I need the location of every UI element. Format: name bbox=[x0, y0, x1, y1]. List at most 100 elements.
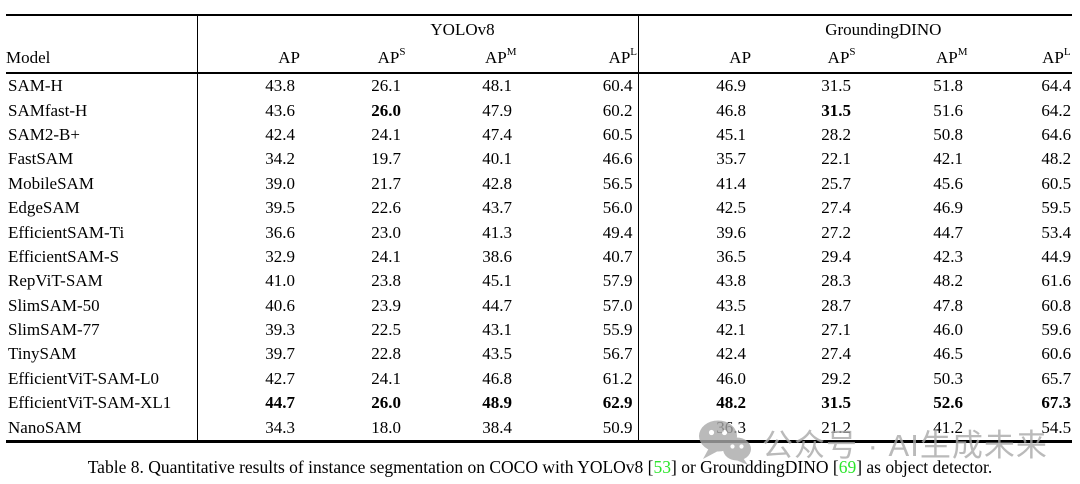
metric-cell: 41.3 bbox=[482, 222, 512, 242]
metric-cell: 67.3 bbox=[1041, 393, 1072, 413]
column-header-ap-s-groundingdino: APS bbox=[827, 45, 857, 67]
citation-ref: 69 bbox=[838, 457, 857, 477]
model-cell: MobileSAM bbox=[8, 173, 94, 193]
metric-cell: 56.0 bbox=[602, 198, 633, 218]
column-header-row: Model AP APS APM APL AP APS APM APL bbox=[6, 43, 1072, 73]
table-row: SlimSAM-50 40.6 23.9 44.7 57.0 43.5 28.7 47.8 60… bbox=[6, 293, 1072, 318]
metric-cell: 24.1 bbox=[371, 124, 401, 144]
metric-cell: 42.1 bbox=[933, 149, 964, 169]
metric-cell: 59.5 bbox=[1041, 198, 1072, 218]
metric-cell: 36.5 bbox=[637, 244, 752, 270]
table-row: SAM-H 43.8 26.1 48.1 60.4 46.9 31.5 51.8 64.4 bbox=[6, 73, 1072, 99]
metric-cell: 43.8 bbox=[637, 269, 752, 294]
metric-cell: 65.7 bbox=[1041, 368, 1072, 388]
table-row: TinySAM 39.7 22.8 43.5 56.7 42.4 27.4 46.5 60.6 bbox=[6, 342, 1072, 367]
metric-cell: 26.0 bbox=[371, 393, 401, 413]
column-header-model: Model bbox=[6, 47, 51, 67]
metric-cell: 22.5 bbox=[371, 320, 401, 340]
metric-cell: 39.6 bbox=[637, 220, 752, 245]
metric-cell: 18.0 bbox=[371, 417, 401, 437]
metric-cell: 44.7 bbox=[933, 222, 964, 242]
watermark-text: 公众号 · AI生成未来 bbox=[762, 427, 1048, 463]
metric-cell: 43.5 bbox=[482, 344, 512, 364]
metric-cell: 39.7 bbox=[196, 342, 300, 367]
table-row: RepViT-SAM 41.0 23.8 45.1 57.9 43.8 28.3 48.2 61… bbox=[6, 269, 1072, 294]
metric-cell: 60.4 bbox=[602, 76, 633, 96]
metric-cell: 40.7 bbox=[602, 246, 633, 266]
metric-cell: 45.6 bbox=[933, 173, 964, 193]
metric-cell: 22.1 bbox=[821, 149, 852, 169]
metric-cell: 48.1 bbox=[482, 76, 512, 96]
metric-cell: 27.4 bbox=[821, 198, 852, 218]
metric-cell: 39.0 bbox=[196, 171, 300, 196]
metric-cell: 24.1 bbox=[371, 246, 401, 266]
model-cell: EdgeSAM bbox=[8, 198, 80, 218]
metric-cell: 60.2 bbox=[602, 100, 633, 120]
group-header-row: YOLOv8 GroundingDINO bbox=[6, 15, 1073, 43]
table-row: EfficientViT-SAM-L0 42.7 24.1 46.8 61.2 46.0 2… bbox=[6, 366, 1072, 392]
metric-cell: 19.7 bbox=[371, 149, 401, 169]
metric-cell: 21.7 bbox=[371, 173, 401, 193]
metric-cell: 64.4 bbox=[1041, 76, 1072, 96]
table-row: EdgeSAM 39.5 22.6 43.7 56.0 42.5 27.4 46.9 59.5 bbox=[6, 195, 1072, 221]
metric-cell: 44.7 bbox=[482, 295, 512, 315]
metric-cell: 23.8 bbox=[371, 271, 401, 291]
metric-cell: 46.0 bbox=[933, 320, 964, 340]
metric-cell: 24.1 bbox=[371, 368, 401, 388]
metric-cell: 62.9 bbox=[602, 393, 633, 413]
metric-cell: 22.8 bbox=[371, 344, 401, 364]
model-cell: EfficientSAM-S bbox=[8, 246, 120, 266]
table-row: EfficientSAM-Ti 36.6 23.0 41.3 49.4 39.6 27.2 4… bbox=[6, 220, 1072, 245]
model-cell: SlimSAM-50 bbox=[8, 295, 100, 315]
metric-cell: 50.3 bbox=[933, 368, 964, 388]
metric-cell: 48.2 bbox=[637, 391, 752, 416]
results-table: YOLOv8 GroundingDINO Model AP APS APM APL AP… bbox=[6, 14, 1073, 443]
metric-cell: 23.9 bbox=[371, 295, 401, 315]
table-row: MobileSAM 39.0 21.7 42.8 56.5 41.4 25.7 45.6 60.… bbox=[6, 171, 1072, 196]
metric-cell: 45.1 bbox=[482, 271, 512, 291]
metric-cell: 42.7 bbox=[196, 366, 300, 392]
metric-cell: 34.2 bbox=[196, 147, 300, 172]
metric-cell: 64.6 bbox=[1041, 124, 1072, 144]
metric-cell: 40.6 bbox=[196, 293, 300, 318]
column-header-ap-s-yolov8: APS bbox=[377, 45, 406, 67]
model-cell: SlimSAM-77 bbox=[8, 320, 100, 340]
metric-cell: 41.4 bbox=[637, 171, 752, 196]
metric-cell: 27.4 bbox=[821, 344, 852, 364]
metric-cell: 22.6 bbox=[371, 198, 401, 218]
metric-cell: 25.7 bbox=[821, 173, 852, 193]
metric-cell: 46.6 bbox=[602, 149, 633, 169]
metric-cell: 29.4 bbox=[821, 246, 852, 266]
metric-cell: 43.6 bbox=[196, 98, 300, 123]
metric-cell: 31.5 bbox=[821, 100, 852, 120]
table-row: EfficientSAM-S 32.9 24.1 38.6 40.7 36.5 29.4 42… bbox=[6, 244, 1072, 270]
metric-cell: 38.4 bbox=[482, 417, 512, 437]
metric-cell: 43.1 bbox=[482, 320, 512, 340]
column-header-ap-yolov8: AP bbox=[196, 43, 300, 73]
table-row: FastSAM 34.2 19.7 40.1 46.6 35.7 22.1 42.1 48.2 bbox=[6, 147, 1072, 172]
metric-cell: 64.2 bbox=[1041, 100, 1072, 120]
group-header-yolov8: YOLOv8 bbox=[196, 15, 639, 43]
group-label-groundingdino: GroundingDINO bbox=[825, 19, 942, 39]
watermark: 公众号 · AI生成未来 bbox=[698, 418, 1048, 466]
model-cell: EfficientViT-SAM-L0 bbox=[8, 368, 160, 388]
metric-cell: 42.4 bbox=[637, 342, 752, 367]
column-header-ap-m-groundingdino: APM bbox=[936, 45, 969, 67]
metric-cell: 46.8 bbox=[482, 368, 512, 388]
metric-cell: 50.8 bbox=[933, 124, 964, 144]
metric-cell: 47.4 bbox=[482, 124, 512, 144]
group-label-yolov8: YOLOv8 bbox=[430, 19, 495, 39]
model-cell: SAM-H bbox=[8, 76, 63, 96]
metric-cell: 48.9 bbox=[482, 393, 512, 413]
metric-cell: 47.8 bbox=[933, 295, 964, 315]
metric-cell: 59.6 bbox=[1041, 320, 1072, 340]
metric-cell: 61.6 bbox=[1041, 271, 1072, 291]
model-cell: SAMfast-H bbox=[8, 100, 88, 120]
metric-cell: 55.9 bbox=[602, 320, 633, 340]
table-row: SAMfast-H 43.6 26.0 47.9 60.2 46.8 31.5 51.6 64.… bbox=[6, 98, 1072, 123]
metric-cell: 31.5 bbox=[821, 76, 852, 96]
metric-cell: 42.4 bbox=[196, 122, 300, 148]
metric-cell: 39.3 bbox=[196, 317, 300, 343]
metric-cell: 41.2 bbox=[933, 417, 964, 437]
metric-cell: 29.2 bbox=[821, 368, 852, 388]
